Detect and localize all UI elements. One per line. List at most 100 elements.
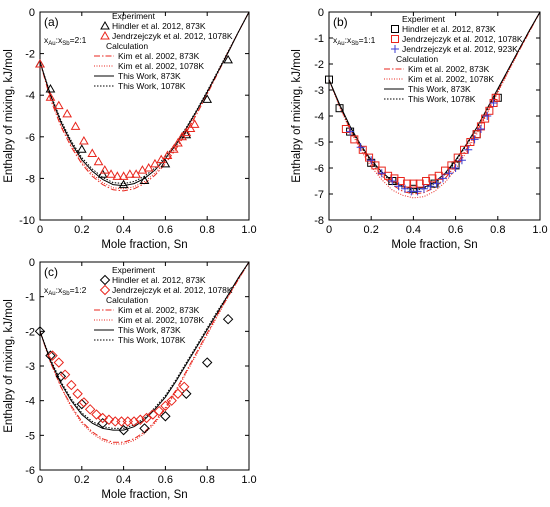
panel-label: (b) xyxy=(333,15,348,29)
legend-entry: Jendrzejczyk et al. 2012, 923K xyxy=(402,44,518,54)
data-point xyxy=(384,171,393,180)
data-point xyxy=(172,388,184,399)
data-point xyxy=(470,135,479,144)
legend-marker xyxy=(100,20,110,30)
chart-panel-2: 0 0.2 0.4 0.6 0.8 1.0 0 -1 -2 -3 -4 -5 -6 -7 -8 Mole fr… xyxy=(291,7,548,251)
data-point xyxy=(118,171,129,180)
data-point xyxy=(177,131,187,141)
legend-marker xyxy=(391,25,399,33)
data-point xyxy=(179,381,190,393)
data-point xyxy=(97,417,108,429)
data-point xyxy=(84,404,96,415)
data-point xyxy=(445,169,454,178)
composition-label: xAu:xSb=1:1 xyxy=(333,35,376,47)
y-axis-label: Enthalpy of mixing, kJ/mol xyxy=(3,299,15,433)
y-tick-label: -2 xyxy=(314,59,324,71)
data-point xyxy=(483,112,492,120)
x-tick-label: 0.6 xyxy=(448,224,463,236)
data-point xyxy=(112,171,123,180)
data-point xyxy=(53,100,64,110)
legend-entry: Kim et al. 2002, 1078K xyxy=(118,315,204,325)
legend-entry: This Work, 1078K xyxy=(118,335,186,345)
x-tick-label: 0.4 xyxy=(116,224,131,236)
data-point xyxy=(350,135,359,144)
y-tick-label: -8 xyxy=(25,173,35,185)
legend-marker xyxy=(391,45,399,53)
legend-entry: Kim et al. 2002, 873K xyxy=(118,51,200,61)
data-point xyxy=(419,184,428,193)
x-tick-label: 1.0 xyxy=(241,224,256,236)
data-point xyxy=(93,156,104,166)
legend-entry: Hindler et al. 2012, 873K xyxy=(112,275,206,285)
data-point xyxy=(45,92,56,101)
data-point xyxy=(139,423,150,434)
legend-entry: This Work, 1078K xyxy=(408,94,476,104)
calc-series-line xyxy=(40,262,249,445)
legend-experiment-title: Experiment xyxy=(112,11,156,21)
x-tick-label: 0.6 xyxy=(158,224,173,236)
data-point xyxy=(118,179,129,189)
data-point xyxy=(341,125,350,133)
legend-marker xyxy=(391,35,399,43)
legend-marker xyxy=(100,30,110,40)
x-axis-label: Mole fraction, Sn xyxy=(391,239,477,251)
data-point xyxy=(160,411,171,422)
data-point xyxy=(476,125,485,133)
data-point xyxy=(201,357,213,368)
data-point xyxy=(70,121,81,130)
y-tick-label: -2 xyxy=(25,49,35,61)
calc-series-line xyxy=(40,262,249,443)
data-point xyxy=(422,177,431,185)
data-point xyxy=(396,177,405,185)
data-point xyxy=(335,104,344,113)
y-tick-label: 0 xyxy=(29,257,35,269)
chart-panel-3: 0 0.2 0.4 0.6 0.8 1.0 0 -1 -2 -3 -4 -5 -6 Mole fracti… xyxy=(3,257,257,501)
data-point xyxy=(371,161,380,170)
data-point xyxy=(131,169,142,178)
y-tick-label: 0 xyxy=(318,7,324,19)
data-point xyxy=(432,179,441,188)
y-tick-label: -10 xyxy=(19,215,35,227)
legend-entry: Kim et al. 2002, 1078K xyxy=(118,61,204,71)
legend-calculation-title: Calculation xyxy=(396,54,438,64)
x-axis-label: Mole fraction, Sn xyxy=(101,239,187,251)
data-point xyxy=(53,357,65,368)
y-tick-label: 0 xyxy=(29,7,35,19)
y-tick-label: -4 xyxy=(314,111,324,123)
y-tick-label: -4 xyxy=(25,90,35,102)
data-point xyxy=(457,156,466,165)
x-tick-label: 0.8 xyxy=(490,224,505,236)
data-point xyxy=(466,138,475,146)
data-point xyxy=(413,187,422,196)
legend-entry: This Work, 873K xyxy=(118,71,181,81)
data-point xyxy=(447,161,456,170)
legend-entry: Kim et al. 2002, 1078K xyxy=(408,74,494,84)
data-point xyxy=(185,123,196,132)
data-point xyxy=(76,144,87,153)
data-point xyxy=(394,182,403,191)
data-point xyxy=(451,164,460,172)
composition-label: xAu:xSb=2:1 xyxy=(44,35,87,47)
x-tick-label: 0.4 xyxy=(116,474,131,486)
data-point xyxy=(97,412,108,424)
y-axis-label: Enthalpy of mixing, kJ/mol xyxy=(3,49,15,183)
data-point xyxy=(189,119,200,128)
data-point xyxy=(128,416,140,427)
legend-entry: Hindler et al. 2012, 873K xyxy=(402,24,496,34)
panel-label: (a) xyxy=(44,15,59,29)
data-point xyxy=(181,127,192,137)
legend-entry: Kim et al. 2002, 873K xyxy=(408,64,490,74)
data-point xyxy=(491,93,500,102)
data-point xyxy=(97,169,108,178)
data-point xyxy=(150,158,160,168)
data-point xyxy=(99,165,110,174)
y-tick-label: -3 xyxy=(25,361,35,373)
data-point xyxy=(143,162,154,172)
y-tick-label: -8 xyxy=(314,215,324,227)
data-point xyxy=(35,58,45,68)
legend-experiment-title: Experiment xyxy=(112,265,156,275)
data-point xyxy=(181,129,192,139)
data-point xyxy=(426,182,435,191)
data-point xyxy=(356,143,365,152)
data-point xyxy=(202,94,213,103)
